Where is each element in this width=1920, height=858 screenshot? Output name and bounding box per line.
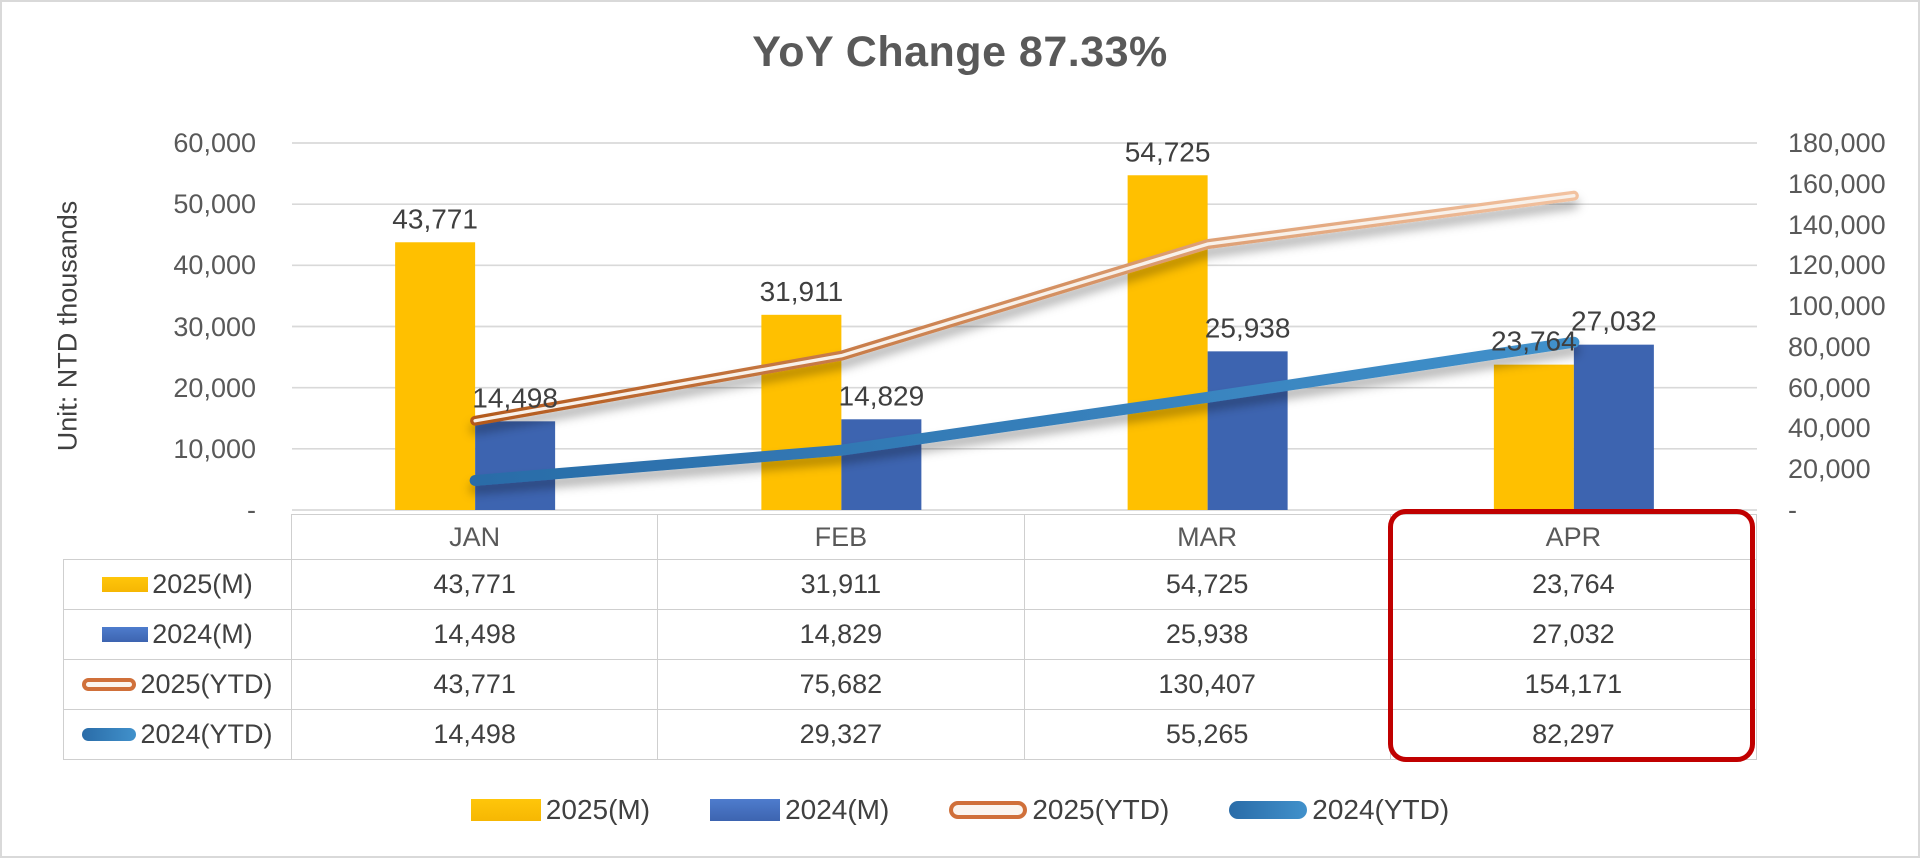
legend-label: 2025(YTD) xyxy=(1032,794,1170,825)
left-axis-tick: 20,000 xyxy=(173,372,256,403)
legend-label: 2024(M) xyxy=(785,794,890,825)
table-column-header: JAN xyxy=(291,514,659,560)
line-orange-swatch-icon xyxy=(949,801,1028,819)
left-axis-tick: 40,000 xyxy=(173,250,256,281)
right-axis-tick: 40,000 xyxy=(1788,413,1871,444)
bar-yellow-swatch-icon xyxy=(102,577,149,592)
chart-title: YoY Change 87.33% xyxy=(752,28,1168,76)
table-value-cell: 82,297 xyxy=(1389,709,1757,760)
legend-item: 2024(YTD) xyxy=(1229,794,1449,826)
left-axis-tick: 50,000 xyxy=(173,189,256,220)
bar-yellow-swatch-icon xyxy=(470,799,541,821)
legend-label: 2024(YTD) xyxy=(1312,794,1450,825)
table-value-cell: 43,771 xyxy=(291,559,659,610)
line-2024ytd xyxy=(469,336,1580,486)
bar-2025m-apr xyxy=(1493,364,1574,510)
bar-data-label: 54,725 xyxy=(1125,136,1211,167)
table-value-cell: 25,938 xyxy=(1023,609,1391,660)
series-key-label: 2025(M) xyxy=(152,569,253,599)
series-key-label: 2024(YTD) xyxy=(140,719,273,749)
bar-data-label: 27,032 xyxy=(1571,306,1657,337)
table-value-cell: 154,171 xyxy=(1389,659,1757,710)
bar-2024m-jan xyxy=(475,421,556,510)
table-value-cell: 55,265 xyxy=(1023,709,1391,760)
table-value-cell: 14,829 xyxy=(657,609,1025,660)
right-axis-tick: 80,000 xyxy=(1788,331,1871,362)
line-orange-swatch-icon xyxy=(82,678,137,691)
table-column-header: APR xyxy=(1389,514,1757,560)
bar-blue-swatch-icon xyxy=(710,799,781,821)
table-column-header: FEB xyxy=(657,514,1025,560)
table-value-cell: 23,764 xyxy=(1389,559,1757,610)
table-series-key: 2025(YTD) xyxy=(63,659,292,710)
bar-data-label: 25,938 xyxy=(1205,312,1291,343)
line-2025ytd-core xyxy=(473,193,1576,423)
table-corner-spacer xyxy=(63,514,292,560)
table-value-cell: 27,032 xyxy=(1389,609,1757,660)
table-value-cell: 31,911 xyxy=(657,559,1025,610)
right-axis-tick: 180,000 xyxy=(1788,128,1886,158)
right-axis-tick: 160,000 xyxy=(1788,168,1886,199)
table-series-key: 2024(YTD) xyxy=(63,709,292,760)
legend-item: 2024(M) xyxy=(710,794,889,826)
bar-data-label: 23,764 xyxy=(1491,326,1577,357)
bar-blue-swatch-icon xyxy=(102,627,149,642)
table-column-header: MAR xyxy=(1023,514,1391,560)
bar-2024m-feb xyxy=(841,419,922,510)
table-value-cell: 130,407 xyxy=(1023,659,1391,710)
left-axis-tick: 30,000 xyxy=(173,311,256,342)
bar-data-label: 14,829 xyxy=(839,380,925,411)
bar-data-label: 43,771 xyxy=(392,203,478,234)
data-table: JAN FEB MAR APR 2025(M) 43,771 31,911 54,725 23,… xyxy=(63,514,1757,760)
series-key-label: 2024(M) xyxy=(152,619,253,649)
table-value-cell: 54,725 xyxy=(1023,559,1391,610)
table-value-cell: 14,498 xyxy=(291,709,659,760)
bar-2025m-feb xyxy=(761,314,842,510)
legend-label: 2025(M) xyxy=(545,794,651,825)
line-blue-swatch-icon xyxy=(82,728,137,741)
left-axis-tick: 10,000 xyxy=(173,433,256,464)
bar-2024m-apr xyxy=(1573,344,1654,510)
table-series-key: 2025(M) xyxy=(63,559,292,610)
bar-2025m-mar xyxy=(1127,175,1208,510)
right-axis-tick: - xyxy=(1788,495,1797,525)
table-value-cell: 43,771 xyxy=(291,659,659,710)
right-axis-tick: 20,000 xyxy=(1788,454,1871,485)
table-series-key: 2024(M) xyxy=(63,609,292,660)
series-key-label: 2025(YTD) xyxy=(140,669,273,699)
bar-data-label: 31,911 xyxy=(760,276,844,307)
left-axis-tick: - xyxy=(247,495,256,525)
table-value-cell: 29,327 xyxy=(657,709,1025,760)
table-value-cell: 14,498 xyxy=(291,609,659,660)
line-blue-swatch-icon xyxy=(1229,801,1308,819)
legend-item: 2025(M) xyxy=(470,794,651,826)
legend-item: 2025(YTD) xyxy=(949,794,1169,826)
chart-legend: 2025(M) 2024(M) 2025(YTD) 2024(YTD) xyxy=(2,794,1918,826)
bar-2025m-jan xyxy=(395,242,476,510)
bar-data-label: 14,498 xyxy=(472,382,558,413)
right-axis-tick: 140,000 xyxy=(1788,209,1886,240)
right-axis-tick: 100,000 xyxy=(1788,291,1886,322)
bar-2024m-mar xyxy=(1207,351,1288,510)
left-axis-tick: 60,000 xyxy=(173,128,256,158)
right-axis-tick: 60,000 xyxy=(1788,372,1871,403)
right-axis-tick: 120,000 xyxy=(1788,250,1886,281)
table-value-cell: 75,682 xyxy=(657,659,1025,710)
